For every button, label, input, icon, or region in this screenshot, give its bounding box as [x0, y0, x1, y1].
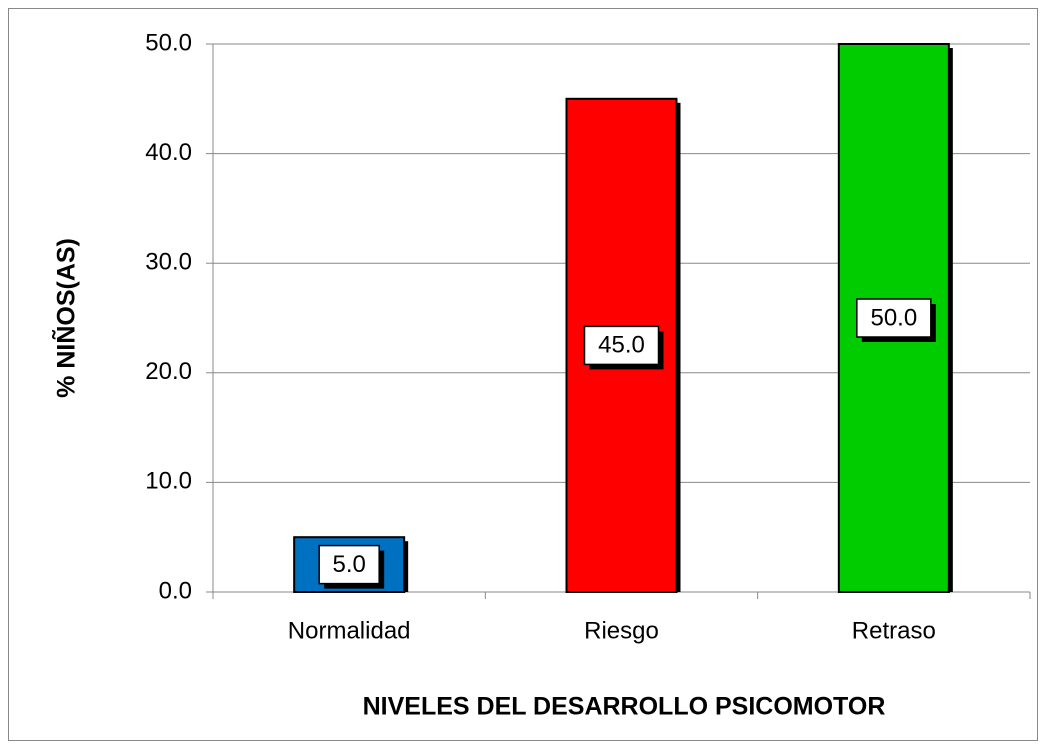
- y-tick-label: 20.0: [145, 358, 192, 385]
- x-tick-label: Riesgo: [584, 617, 659, 644]
- x-tick-label: Normalidad: [288, 617, 411, 644]
- y-tick-label: 10.0: [145, 468, 192, 495]
- data-label: 5.0: [332, 551, 365, 578]
- x-tick-label: Retraso: [852, 617, 936, 644]
- x-axis-label: NIVELES DEL DESARROLLO PSICOMOTOR: [363, 693, 886, 721]
- y-tick-label: 40.0: [145, 139, 192, 166]
- label-box: [318, 544, 380, 585]
- data-label: 45.0: [598, 332, 645, 359]
- y-tick-label: 0.0: [159, 577, 192, 604]
- label-box: [856, 298, 932, 338]
- y-axis-label: % NIÑOS(AS): [51, 238, 81, 398]
- y-tick-label: 30.0: [145, 249, 192, 276]
- data-label: 50.0: [870, 304, 917, 331]
- y-tick-label: 50.0: [145, 29, 192, 56]
- label-box: [583, 325, 660, 366]
